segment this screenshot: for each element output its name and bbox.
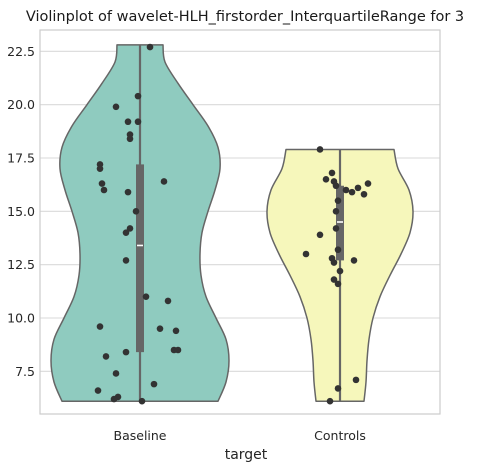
- data-point: [334, 246, 342, 254]
- data-point: [332, 182, 340, 190]
- data-point: [350, 257, 358, 264]
- data-point: [112, 103, 120, 111]
- iqr-box-baseline: [136, 164, 144, 353]
- data-point: [342, 186, 350, 194]
- data-point: [160, 178, 168, 185]
- x-axis-label: target: [225, 447, 268, 463]
- data-point: [134, 118, 142, 126]
- data-point: [102, 353, 110, 360]
- data-point: [330, 276, 338, 283]
- data-point: [156, 325, 164, 332]
- data-point: [164, 297, 172, 305]
- data-point: [122, 257, 130, 264]
- data-point: [334, 385, 342, 392]
- data-point: [360, 190, 368, 198]
- y-tick-label: 12.5: [7, 257, 35, 272]
- data-point: [124, 118, 132, 126]
- data-point: [112, 370, 120, 377]
- plot-area-frame: [39, 29, 441, 415]
- data-point: [142, 293, 150, 300]
- y-tick-label: 17.5: [7, 151, 35, 166]
- data-point: [126, 225, 134, 232]
- data-point: [98, 180, 106, 187]
- y-tick-label: 20.0: [7, 97, 35, 112]
- data-point: [354, 184, 362, 192]
- data-point: [122, 229, 130, 236]
- y-tick-label: 7.5: [15, 364, 35, 379]
- data-point: [328, 169, 336, 177]
- data-point: [146, 43, 154, 51]
- data-point: [316, 231, 324, 239]
- data-point: [334, 280, 342, 288]
- data-point: [150, 380, 158, 388]
- data-point: [172, 327, 180, 335]
- data-point: [336, 267, 344, 275]
- data-point: [174, 346, 182, 354]
- data-point: [364, 180, 372, 187]
- data-point: [124, 188, 132, 196]
- data-point: [332, 208, 340, 215]
- data-point: [138, 397, 146, 405]
- data-point: [122, 348, 130, 356]
- x-axis-ticks: Baseline Controls: [114, 428, 366, 443]
- data-point: [96, 165, 104, 172]
- data-point: [96, 323, 104, 330]
- strip-points: [94, 43, 372, 405]
- data-point: [316, 146, 324, 153]
- y-tick-label: 22.5: [7, 44, 35, 59]
- data-point: [352, 376, 360, 384]
- chart-title: Violinplot of wavelet-HLH_firstorder_Int…: [26, 9, 464, 25]
- y-tick-label: 15.0: [7, 204, 35, 219]
- data-point: [334, 197, 342, 204]
- data-point: [302, 250, 310, 258]
- y-tick-label: 10.0: [7, 311, 35, 326]
- data-point: [94, 387, 102, 394]
- data-point: [110, 395, 118, 403]
- inner-boxes: [136, 44, 344, 402]
- data-point: [134, 92, 142, 100]
- data-point: [100, 186, 108, 194]
- data-point: [322, 176, 330, 183]
- data-point: [330, 259, 338, 266]
- data-point: [132, 208, 140, 215]
- x-tick-label: Baseline: [114, 428, 167, 443]
- data-point: [126, 135, 134, 143]
- y-axis-ticks: 7.5 10.0 12.5 15.0 17.5 20.0 22.5: [7, 44, 35, 379]
- data-point: [348, 188, 356, 196]
- iqr-box-controls: [336, 185, 344, 261]
- x-tick-label: Controls: [314, 428, 366, 443]
- data-point: [326, 397, 334, 405]
- data-point: [332, 225, 340, 232]
